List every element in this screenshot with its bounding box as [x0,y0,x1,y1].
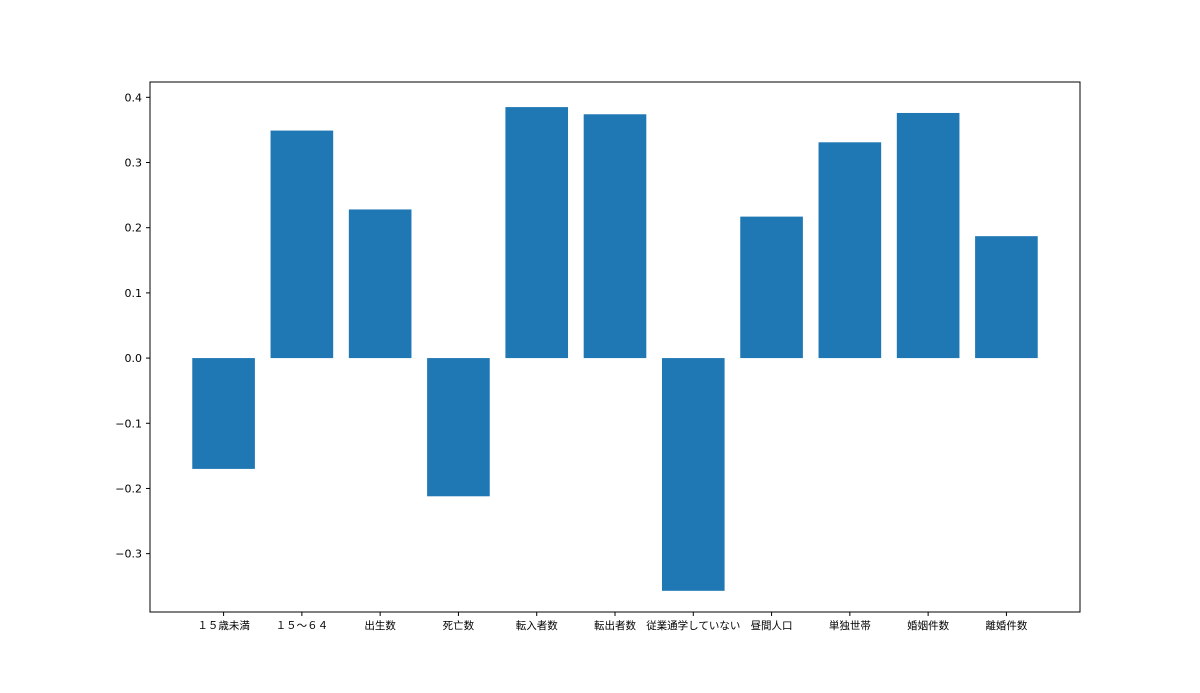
y-tick-label: −0.1 [115,417,142,430]
x-tick-label: 死亡数 [443,619,475,632]
x-tick-label: １５歳未満 [197,620,250,632]
bar-7 [740,216,803,359]
y-tick-label: 0.4 [125,91,143,104]
x-tick-label: 昼間人口 [751,620,793,632]
y-tick-label: −0.2 [115,482,142,495]
bar-0 [192,358,255,469]
bar-5 [583,114,647,359]
y-tick-label: 0.1 [125,287,143,300]
y-tick-label: 0.3 [125,157,143,170]
bar-1 [270,130,334,359]
y-tick-label: 0.0 [125,352,143,365]
bars-layer [192,107,1038,591]
bar-10 [975,236,1038,359]
x-tick-label: 単独世帯 [829,619,871,632]
bar-3 [427,358,490,497]
bar-2 [348,209,412,359]
bar-4 [505,107,569,359]
x-tick-label: 出生数 [364,619,396,632]
x-axis: １５歳未満 １５～６４ 出生数 死亡数 転入者数 転出者数 従業通学していない 昼間人口 単独世… [197,612,1028,632]
x-tick-label: 従業通学していない [646,619,740,632]
x-tick-label: 離婚件数 [985,619,1027,632]
y-axis: −0.3 −0.2 −0.1 0.0 0.1 0.2 0.3 0.4 [115,91,150,561]
y-tick-label: 0.2 [125,222,143,235]
x-tick-label: １５～６４ [276,620,329,632]
bar-8 [818,142,882,359]
x-tick-label: 婚姻件数 [907,619,949,632]
bar-6 [661,358,725,591]
x-tick-label: 転出者数 [594,619,636,632]
x-tick-label: 転入者数 [516,619,558,632]
bar-9 [896,112,960,359]
y-tick-label: −0.3 [115,548,142,561]
plot-area-frame [149,81,1081,613]
